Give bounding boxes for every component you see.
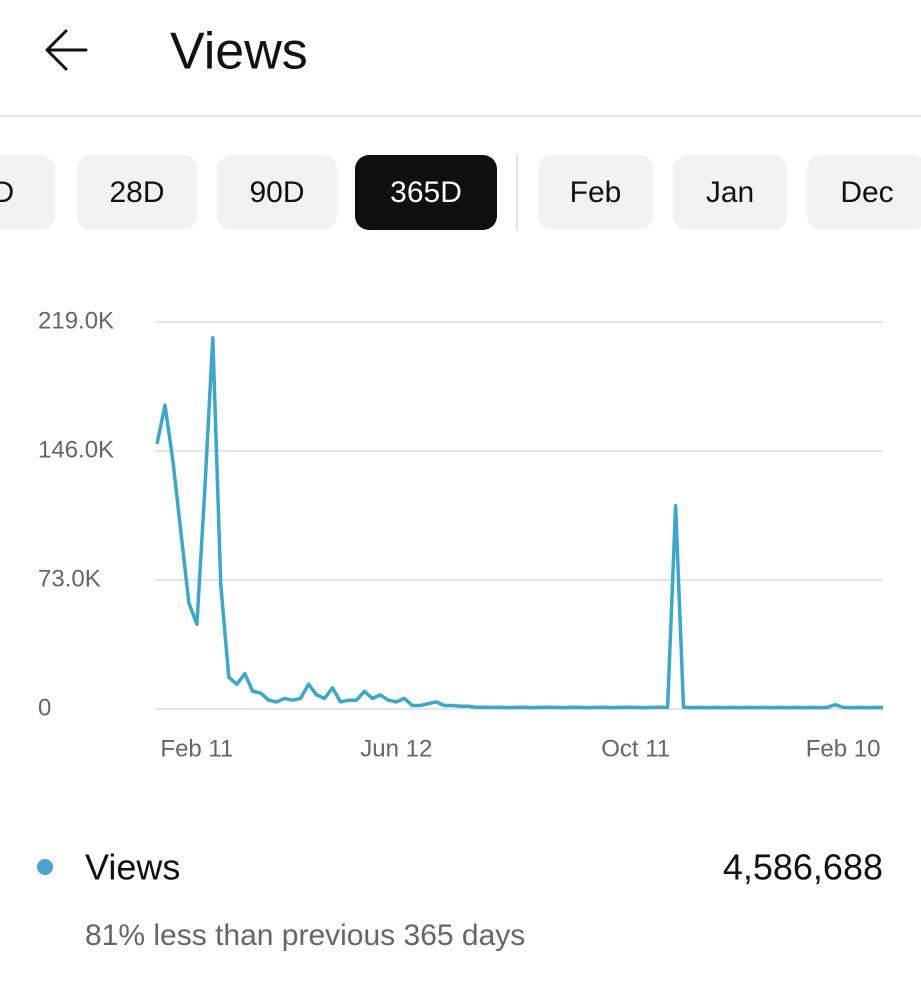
x-tick-label: Oct 11 xyxy=(601,735,670,762)
tab[interactable] xyxy=(0,155,55,230)
y-tick-label: 146.0K xyxy=(38,436,114,463)
comparison-text: 81% less than previous 365 days xyxy=(85,919,525,952)
page-title: Views xyxy=(170,23,308,81)
tab[interactable] xyxy=(77,155,197,230)
y-tick-label: 73.0K xyxy=(38,565,101,592)
x-tick-label: Feb 10 xyxy=(806,735,881,762)
back-button[interactable] xyxy=(45,29,88,71)
legend-dot xyxy=(37,859,53,875)
tab-label[interactable]: 90D xyxy=(249,176,304,209)
tab-label[interactable]: Jan xyxy=(706,176,754,209)
tab-label[interactable]: 28D xyxy=(109,176,164,209)
total-views: 4,586,688 xyxy=(723,847,883,888)
tab-label[interactable]: 7D xyxy=(0,176,14,209)
tab[interactable] xyxy=(807,155,921,230)
back-arrow[interactable] xyxy=(45,29,88,71)
tab-label[interactable]: Dec xyxy=(840,176,893,209)
tab[interactable] xyxy=(355,155,497,230)
tab[interactable] xyxy=(538,155,653,230)
tab[interactable] xyxy=(673,155,787,230)
tab-label[interactable]: Feb xyxy=(570,176,622,209)
line-series xyxy=(155,336,884,710)
legend-label: Views xyxy=(85,847,180,888)
x-tick-label: Feb 11 xyxy=(160,735,233,762)
y-tick-label: 219.0K xyxy=(38,307,114,334)
tab-label[interactable]: 365D xyxy=(390,176,462,209)
x-tick-label: Jun 12 xyxy=(360,735,432,762)
y-tick-label: 0 xyxy=(38,694,51,721)
tab[interactable] xyxy=(217,155,337,230)
